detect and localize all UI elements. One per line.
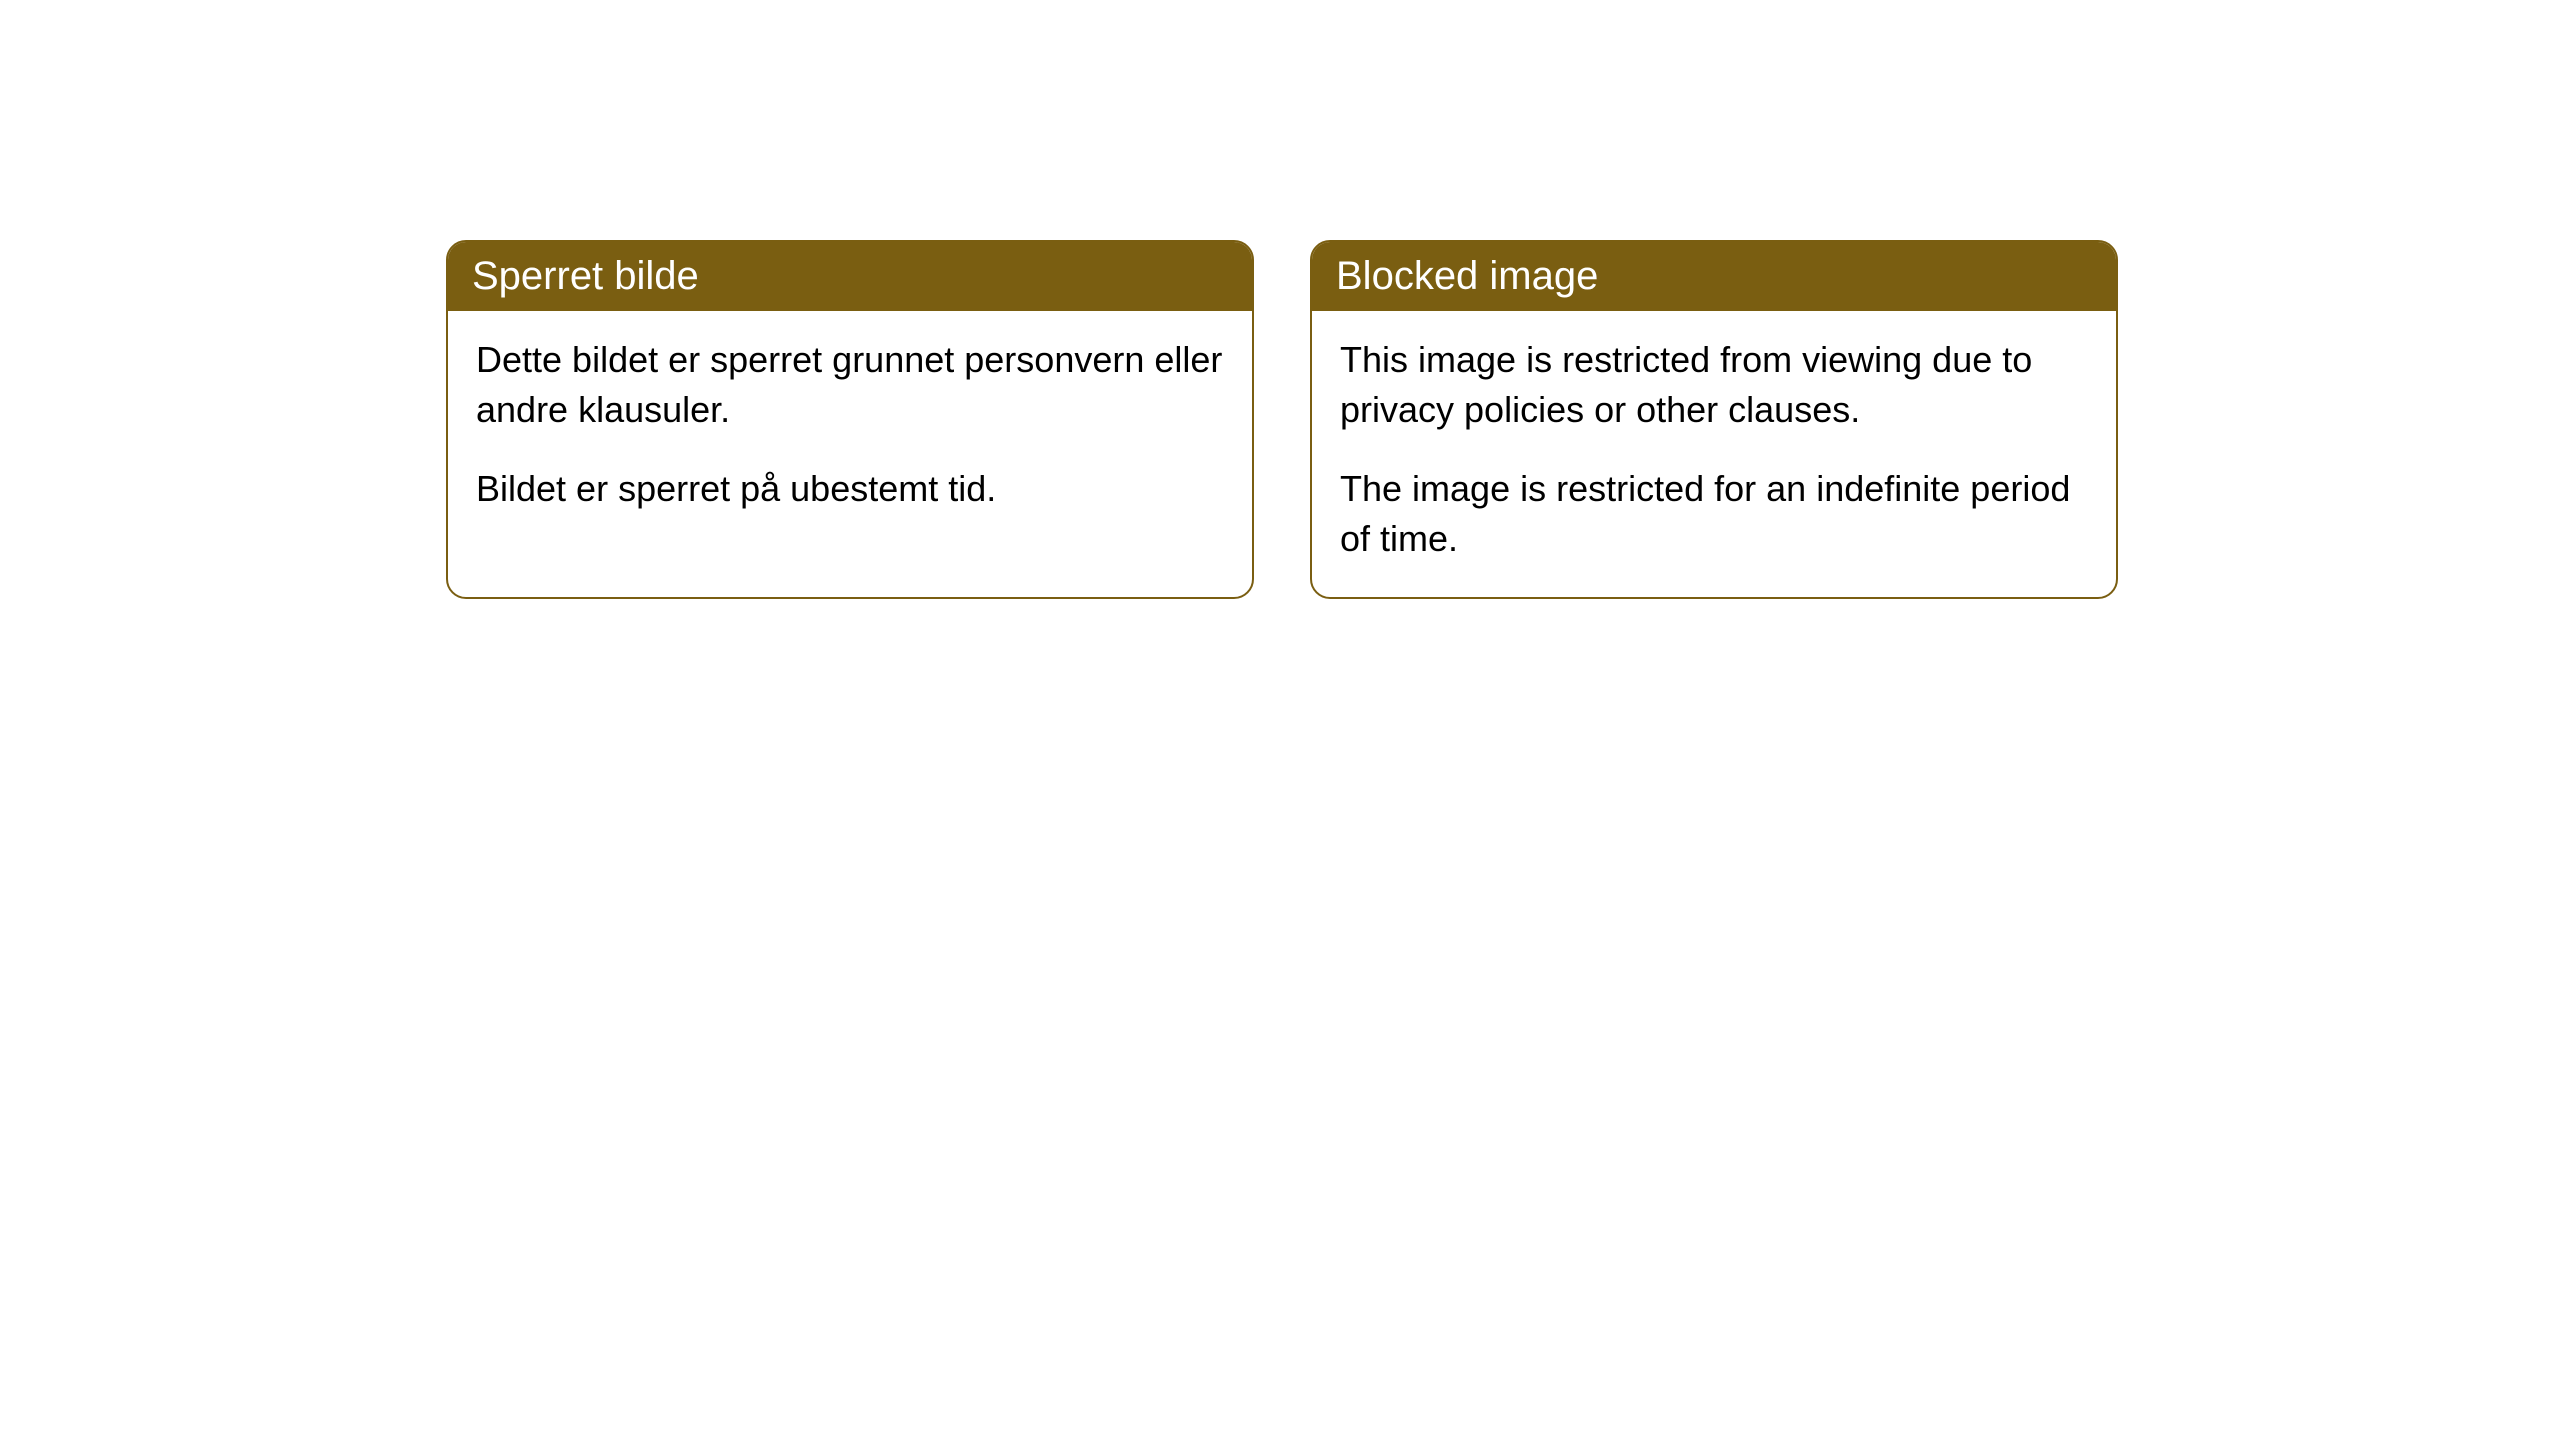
notice-cards-container: Sperret bilde Dette bildet er sperret gr…	[446, 240, 2560, 599]
notice-card-norwegian: Sperret bilde Dette bildet er sperret gr…	[446, 240, 1254, 599]
card-body: Dette bildet er sperret grunnet personve…	[448, 311, 1252, 546]
card-header: Sperret bilde	[448, 242, 1252, 311]
card-paragraph-1: This image is restricted from viewing du…	[1340, 335, 2088, 436]
card-paragraph-1: Dette bildet er sperret grunnet personve…	[476, 335, 1224, 436]
card-body: This image is restricted from viewing du…	[1312, 311, 2116, 597]
card-title: Blocked image	[1336, 254, 1598, 298]
notice-card-english: Blocked image This image is restricted f…	[1310, 240, 2118, 599]
card-paragraph-2: The image is restricted for an indefinit…	[1340, 464, 2088, 565]
card-header: Blocked image	[1312, 242, 2116, 311]
card-title: Sperret bilde	[472, 254, 699, 298]
card-paragraph-2: Bildet er sperret på ubestemt tid.	[476, 464, 1224, 514]
